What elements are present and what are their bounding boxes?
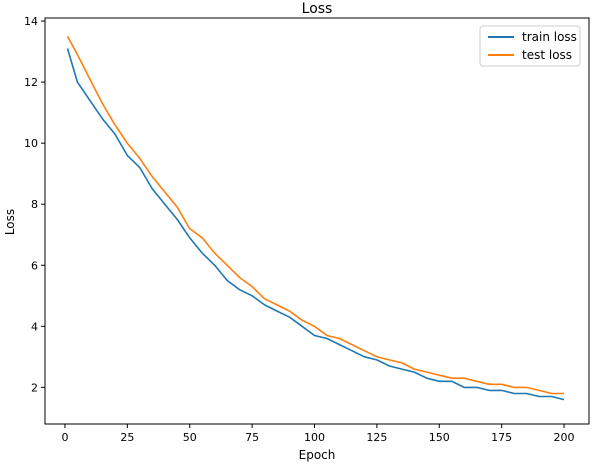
legend-label-test: test loss	[522, 48, 572, 62]
chart-title: Loss	[302, 1, 333, 17]
x-ticks: 0 25 50 75 100 125 150 175 200	[61, 424, 575, 444]
y-tick-label: 2	[31, 381, 38, 394]
x-tick-label: 200	[554, 431, 575, 444]
legend: train loss test loss	[479, 25, 581, 67]
x-tick-label: 25	[120, 431, 134, 444]
x-tick-label: 0	[61, 431, 68, 444]
y-tick-label: 12	[24, 76, 38, 89]
y-tick-label: 4	[31, 320, 38, 333]
y-tick-label: 8	[31, 198, 38, 211]
y-axis-label: Loss	[3, 209, 17, 235]
x-tick-label: 100	[304, 431, 325, 444]
y-tick-label: 10	[24, 137, 38, 150]
x-tick-label: 175	[491, 431, 512, 444]
x-tick-label: 125	[366, 431, 387, 444]
legend-label-train: train loss	[522, 30, 577, 44]
plot-frame	[44, 17, 590, 425]
series-group	[66, 35, 565, 401]
y-ticks: 2 4 6 8 10 12 14	[24, 15, 45, 394]
series-line-train-loss	[66, 48, 565, 401]
x-axis-label: Epoch	[299, 448, 336, 462]
x-tick-label: 75	[245, 431, 259, 444]
y-tick-label: 14	[24, 15, 38, 28]
x-tick-label: 150	[429, 431, 450, 444]
series-line-test-loss	[66, 35, 564, 395]
y-tick-label: 6	[31, 259, 38, 272]
x-tick-label: 50	[183, 431, 197, 444]
